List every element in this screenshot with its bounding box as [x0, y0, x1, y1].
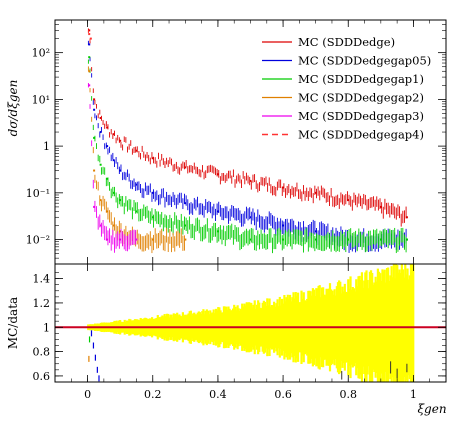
series-3-point — [249, 238, 252, 241]
series-4-point — [119, 230, 122, 233]
upper-y-tick-label: 10⁻² — [26, 234, 50, 247]
series-4-point — [151, 238, 154, 241]
series-4-point — [93, 169, 96, 172]
series-2-point — [151, 191, 154, 194]
series-3-point — [106, 177, 109, 180]
series-3-point — [314, 238, 317, 241]
lower-plot-area — [55, 264, 446, 382]
series-4-point — [112, 224, 115, 227]
series-1-point — [93, 98, 96, 101]
series-3 — [87, 56, 408, 254]
lower-y-tick-label: 1.2 — [33, 297, 51, 310]
series-1-point — [282, 186, 285, 189]
x-tick-label: 0.2 — [144, 388, 162, 401]
legend-label-2: MC (SDDDedgegap05) — [298, 54, 431, 68]
series-3-point — [405, 238, 408, 241]
lower-y-tick-label: 0.8 — [33, 346, 51, 359]
series-4-point — [184, 238, 187, 241]
lower-y-tick-label: 1.4 — [33, 273, 51, 286]
upper-plot-area — [87, 28, 408, 254]
series-5-point — [135, 238, 138, 241]
series-5-point — [119, 238, 122, 241]
lower-y-tick-label: 1 — [43, 321, 50, 334]
series-1-point — [88, 29, 91, 32]
series-2-point — [93, 108, 96, 111]
series-3-point — [99, 163, 102, 166]
series-1-point — [135, 149, 138, 152]
series-5-point — [88, 84, 91, 87]
series-3-point — [151, 216, 154, 219]
legend: MC (SDDDedge) MC (SDDDedgegap05) MC (SDDDe… — [262, 35, 431, 142]
legend-label-4: MC (SDDDedgegap2) — [298, 91, 424, 105]
series-1-point — [216, 173, 219, 176]
series-2-point — [249, 216, 252, 219]
upper-y-tick-label: 10² — [32, 47, 50, 60]
ratio-outliers — [88, 330, 408, 382]
series-3-point — [93, 136, 96, 139]
series-6-point — [88, 33, 91, 36]
series-3-point — [112, 191, 115, 194]
series-1-point — [405, 216, 408, 219]
series-3-point — [135, 210, 138, 213]
series-3-point — [216, 230, 219, 233]
series-1-point — [119, 139, 122, 142]
series-4-point — [88, 70, 91, 73]
series-3-point — [282, 238, 285, 241]
x-tick-label: 1 — [410, 388, 417, 401]
series-5-point — [93, 205, 96, 208]
series-4-point — [106, 210, 109, 213]
series-2-point — [184, 202, 187, 205]
upper-y-axis-title: dσ/dξgen — [6, 80, 20, 137]
series-1-point — [347, 199, 350, 202]
lower-y-tick-label: 0.6 — [33, 370, 51, 383]
x-tick-label: 0.8 — [340, 388, 358, 401]
series-1-point — [99, 116, 102, 119]
legend-label-6: MC (SDDDedgegap4) — [298, 128, 424, 142]
series-2-point — [106, 145, 109, 148]
legend-label-5: MC (SDDDedgegap3) — [298, 109, 424, 123]
series-3-point — [347, 238, 350, 241]
series-2-point — [99, 131, 102, 134]
series-6 — [87, 30, 92, 43]
series-3-point — [379, 238, 382, 241]
series-1-point — [249, 179, 252, 182]
series-5-point — [106, 238, 109, 241]
legend-label-3: MC (SDDDedgegap1) — [298, 72, 424, 86]
series-1 — [87, 28, 408, 227]
series-2-point — [112, 159, 115, 162]
x-axis-title: ξgen — [417, 402, 446, 416]
x-tick-label: 0.6 — [274, 388, 292, 401]
x-tick-label: 0 — [84, 388, 91, 401]
series-6-point — [89, 37, 92, 40]
series-1-point — [379, 205, 382, 208]
series-5 — [87, 83, 138, 253]
series-1-point — [106, 126, 109, 129]
upper-y-tick-label: 10¹ — [32, 93, 50, 106]
series-1-point — [314, 191, 317, 194]
legend-label-1: MC (SDDDedge) — [298, 35, 395, 49]
axes: 0 0.2 0.4 0.6 0.8 1 10⁻² 10⁻¹ 1 10¹ 10² 0.6 0.8 1 1.2 1… — [26, 19, 447, 401]
series-2-point — [135, 183, 138, 186]
series-2-point — [216, 210, 219, 213]
series-1-point — [112, 133, 115, 136]
series-2-point — [282, 224, 285, 227]
upper-y-tick-label: 1 — [43, 140, 50, 153]
upper-y-tick-label: 10⁻¹ — [26, 187, 50, 200]
series-2-point — [119, 169, 122, 172]
lower-y-axis-title: MC/data — [6, 297, 20, 349]
x-tick-label: 0.4 — [209, 388, 227, 401]
series-4-point — [99, 199, 102, 202]
series-1-point — [151, 157, 154, 160]
series-2-point — [314, 230, 317, 233]
series-5-point — [99, 224, 102, 227]
series-2-point — [88, 43, 91, 46]
series-1-point — [184, 166, 187, 169]
series-3-point — [88, 56, 91, 59]
series-3-point — [184, 224, 187, 227]
series-3-point — [119, 199, 122, 202]
